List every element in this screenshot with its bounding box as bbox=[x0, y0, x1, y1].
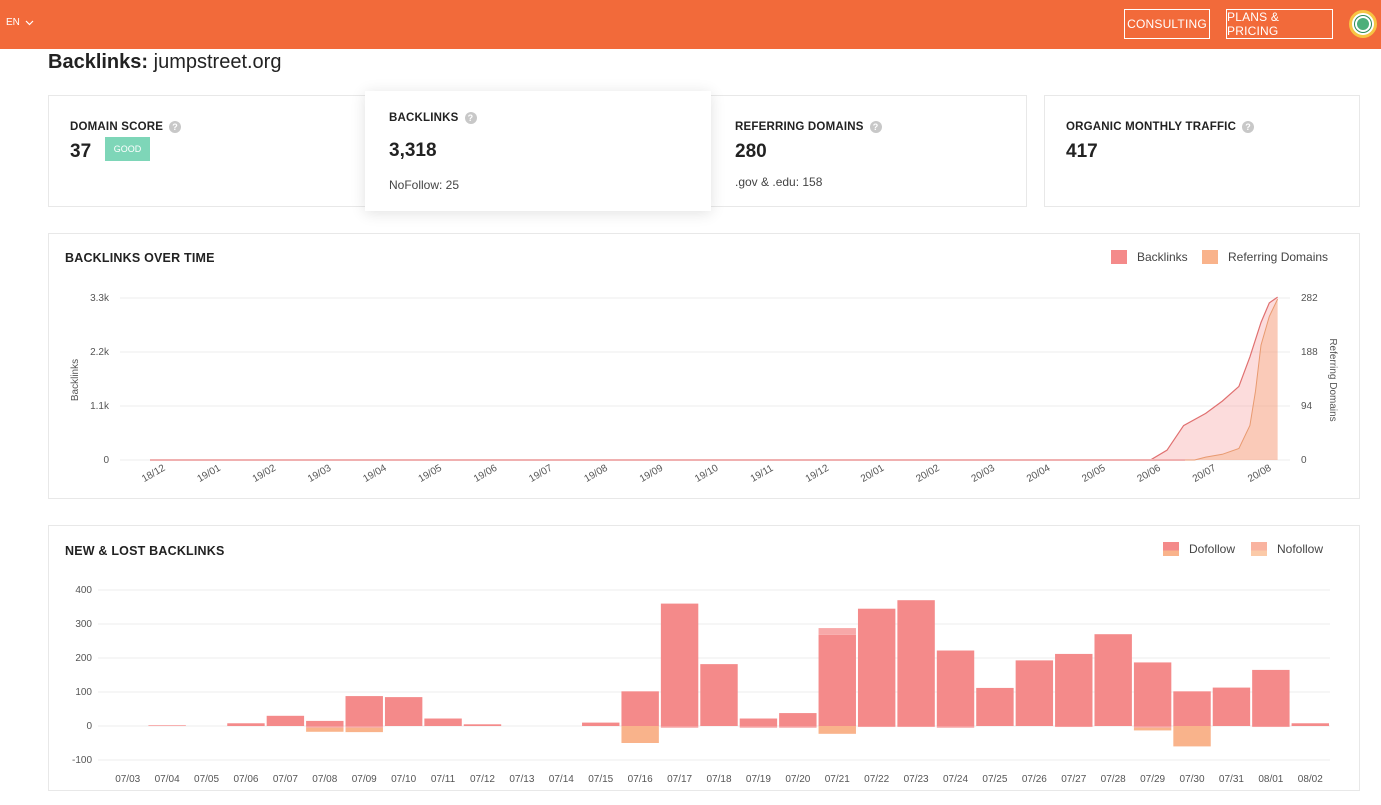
chart-title: BACKLINKS OVER TIME bbox=[65, 251, 215, 265]
domain-score-value: 37 bbox=[70, 141, 92, 162]
legend-label: Dofollow bbox=[1189, 542, 1236, 556]
gov-edu-count: .gov & .edu: 158 bbox=[735, 175, 823, 189]
domain-score-card: DOMAIN SCORE? 37 GOOD bbox=[48, 95, 366, 207]
referring-domains-title: REFERRING DOMAINS bbox=[735, 121, 864, 133]
legend-label: Backlinks bbox=[1137, 250, 1188, 264]
page-title-domain: jumpstreet.org bbox=[153, 51, 282, 73]
legend-swatch bbox=[1251, 542, 1267, 556]
backlinks-over-time-panel: BACKLINKS OVER TIME Backlinks Referring … bbox=[48, 233, 1360, 499]
organic-traffic-title: ORGANIC MONTHLY TRAFFIC bbox=[1066, 121, 1237, 133]
help-icon[interactable]: ? bbox=[169, 121, 182, 133]
help-icon[interactable]: ? bbox=[464, 112, 477, 124]
language-selector[interactable]: EN bbox=[6, 17, 34, 28]
referring-domains-card: REFERRING DOMAINS? 280 .gov & .edu: 158 bbox=[710, 95, 1027, 207]
consulting-button[interactable]: CONSULTING bbox=[1124, 9, 1210, 39]
backlinks-nofollow: NoFollow: 25 bbox=[389, 178, 460, 192]
status-badge: GOOD bbox=[105, 137, 150, 161]
legend-swatch bbox=[1163, 542, 1179, 556]
page-title: Backlinks: jumpstreet.org bbox=[48, 51, 281, 74]
legend-label: Nofollow bbox=[1277, 542, 1324, 556]
organic-traffic-card: ORGANIC MONTHLY TRAFFIC? 417 bbox=[1044, 95, 1360, 207]
organic-traffic-value: 417 bbox=[1066, 141, 1098, 162]
help-icon[interactable]: ? bbox=[1242, 121, 1255, 133]
avatar[interactable] bbox=[1349, 10, 1377, 38]
referring-domains-value: 280 bbox=[735, 141, 767, 162]
legend-swatch bbox=[1202, 250, 1218, 264]
help-icon[interactable]: ? bbox=[869, 121, 882, 133]
language-label: EN bbox=[6, 17, 20, 28]
avatar-icon bbox=[1355, 16, 1371, 32]
domain-score-title: DOMAIN SCORE bbox=[70, 121, 164, 133]
legend-dofollow[interactable]: Dofollow bbox=[1163, 542, 1235, 556]
chart-title: NEW & LOST BACKLINKS bbox=[65, 544, 225, 558]
new-lost-backlinks-panel: NEW & LOST BACKLINKS Dofollow Nofollow bbox=[48, 525, 1360, 791]
legend-referring-domains[interactable]: Referring Domains bbox=[1202, 250, 1328, 264]
legend-backlinks[interactable]: Backlinks bbox=[1111, 250, 1188, 264]
plans-pricing-button[interactable]: PLANS & PRICING bbox=[1226, 9, 1333, 39]
backlinks-value: 3,318 bbox=[389, 140, 437, 161]
backlinks-card: BACKLINKS? 3,318 NoFollow: 25 bbox=[365, 91, 711, 211]
chevron-down-icon bbox=[25, 20, 34, 25]
top-bar: EN CONSULTING PLANS & PRICING bbox=[0, 0, 1381, 49]
legend-label: Referring Domains bbox=[1228, 250, 1329, 264]
legend-nofollow[interactable]: Nofollow bbox=[1251, 542, 1323, 556]
backlinks-title: BACKLINKS bbox=[389, 112, 459, 124]
legend-swatch bbox=[1111, 250, 1127, 264]
page-title-label: Backlinks: bbox=[48, 51, 149, 73]
